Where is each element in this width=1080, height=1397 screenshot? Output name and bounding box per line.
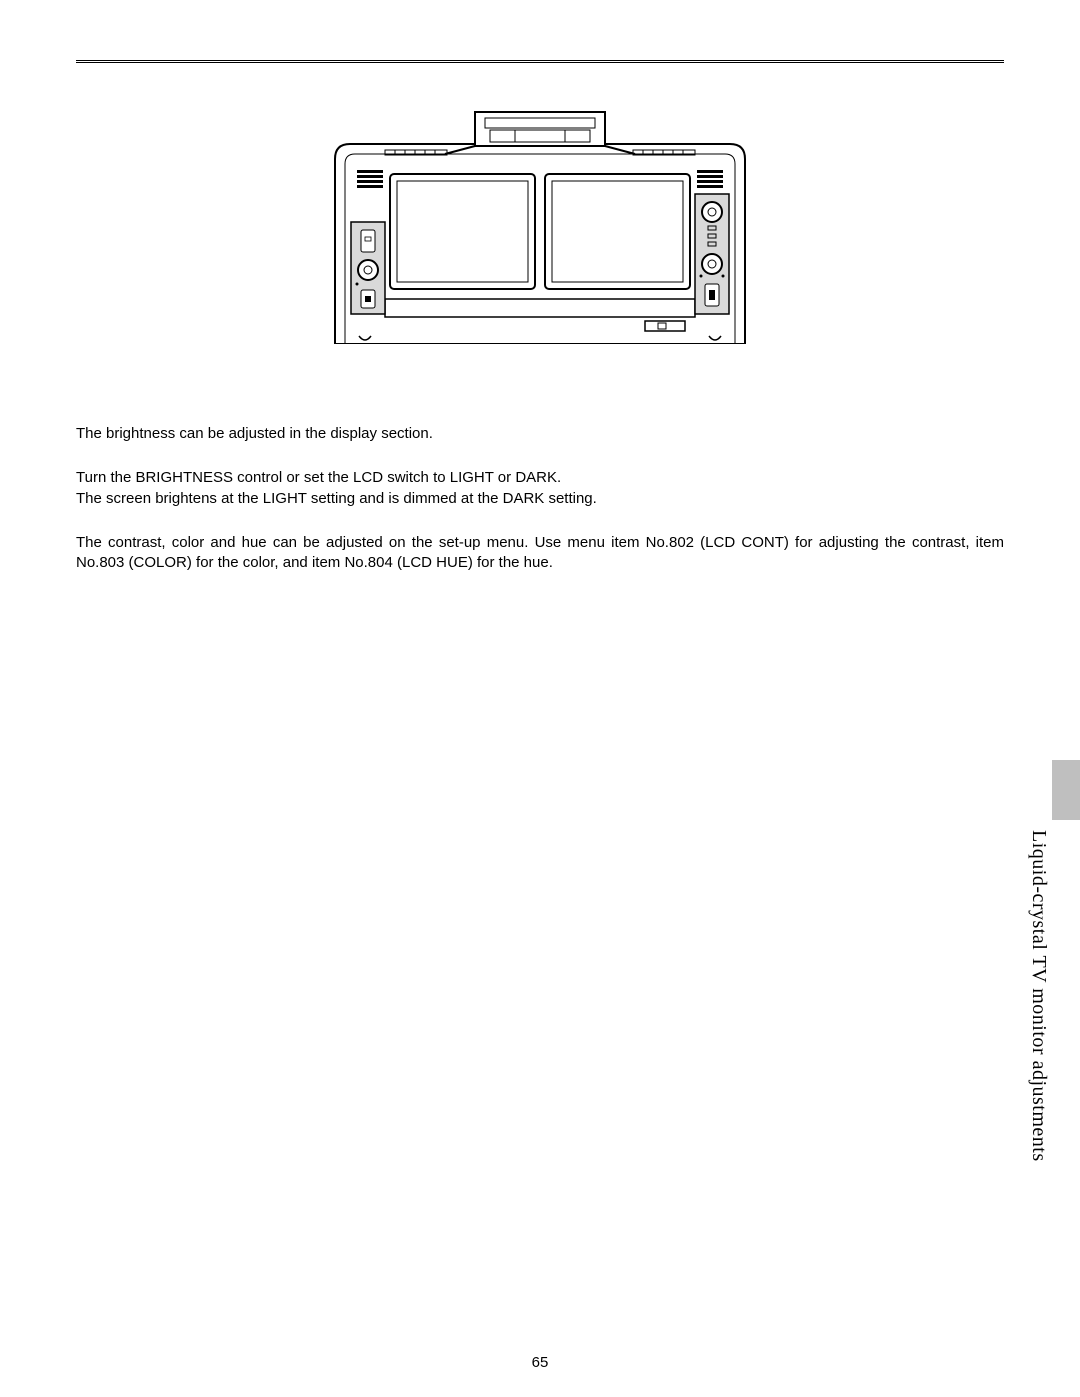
display-section-diagram xyxy=(315,104,765,344)
paragraph-brightness-intro: The brightness can be adjusted in the di… xyxy=(76,424,1004,444)
side-label: Liquid-crystal TV monitor adjustments xyxy=(1027,830,1050,1162)
page-number: 65 xyxy=(0,1354,1080,1371)
line-1: Turn the BRIGHTNESS control or set the L… xyxy=(76,469,561,486)
line-2: The screen brightens at the LIGHT settin… xyxy=(76,490,597,507)
side-tab xyxy=(1052,760,1080,820)
paragraph-brightness-control: Turn the BRIGHTNESS control or set the L… xyxy=(76,468,1004,509)
paragraph-setup-menu: The contrast, color and hue can be adjus… xyxy=(76,533,1004,574)
figure-container xyxy=(76,104,1004,344)
top-rule xyxy=(76,60,1004,64)
page: The brightness can be adjusted in the di… xyxy=(0,0,1080,1397)
body-text: The brightness can be adjusted in the di… xyxy=(76,424,1004,573)
